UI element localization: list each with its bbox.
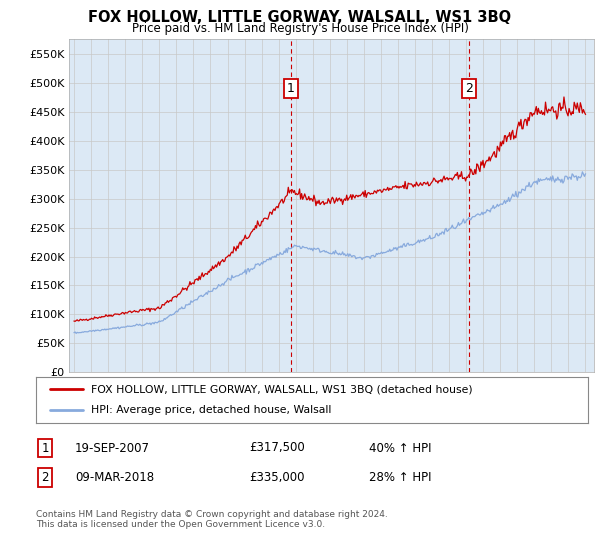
Text: 2: 2 [41, 470, 49, 484]
Text: 40% ↑ HPI: 40% ↑ HPI [369, 441, 431, 455]
Text: FOX HOLLOW, LITTLE GORWAY, WALSALL, WS1 3BQ (detached house): FOX HOLLOW, LITTLE GORWAY, WALSALL, WS1 … [91, 384, 473, 394]
Text: £335,000: £335,000 [249, 470, 305, 484]
Text: £317,500: £317,500 [249, 441, 305, 455]
Text: FOX HOLLOW, LITTLE GORWAY, WALSALL, WS1 3BQ: FOX HOLLOW, LITTLE GORWAY, WALSALL, WS1 … [88, 10, 512, 25]
Text: 1: 1 [41, 441, 49, 455]
Text: Price paid vs. HM Land Registry's House Price Index (HPI): Price paid vs. HM Land Registry's House … [131, 22, 469, 35]
Text: 2: 2 [465, 82, 473, 95]
Text: 19-SEP-2007: 19-SEP-2007 [75, 441, 150, 455]
Text: 28% ↑ HPI: 28% ↑ HPI [369, 470, 431, 484]
Text: 09-MAR-2018: 09-MAR-2018 [75, 470, 154, 484]
Text: 1: 1 [287, 82, 295, 95]
Text: HPI: Average price, detached house, Walsall: HPI: Average price, detached house, Wals… [91, 405, 332, 416]
Text: Contains HM Land Registry data © Crown copyright and database right 2024.
This d: Contains HM Land Registry data © Crown c… [36, 510, 388, 529]
